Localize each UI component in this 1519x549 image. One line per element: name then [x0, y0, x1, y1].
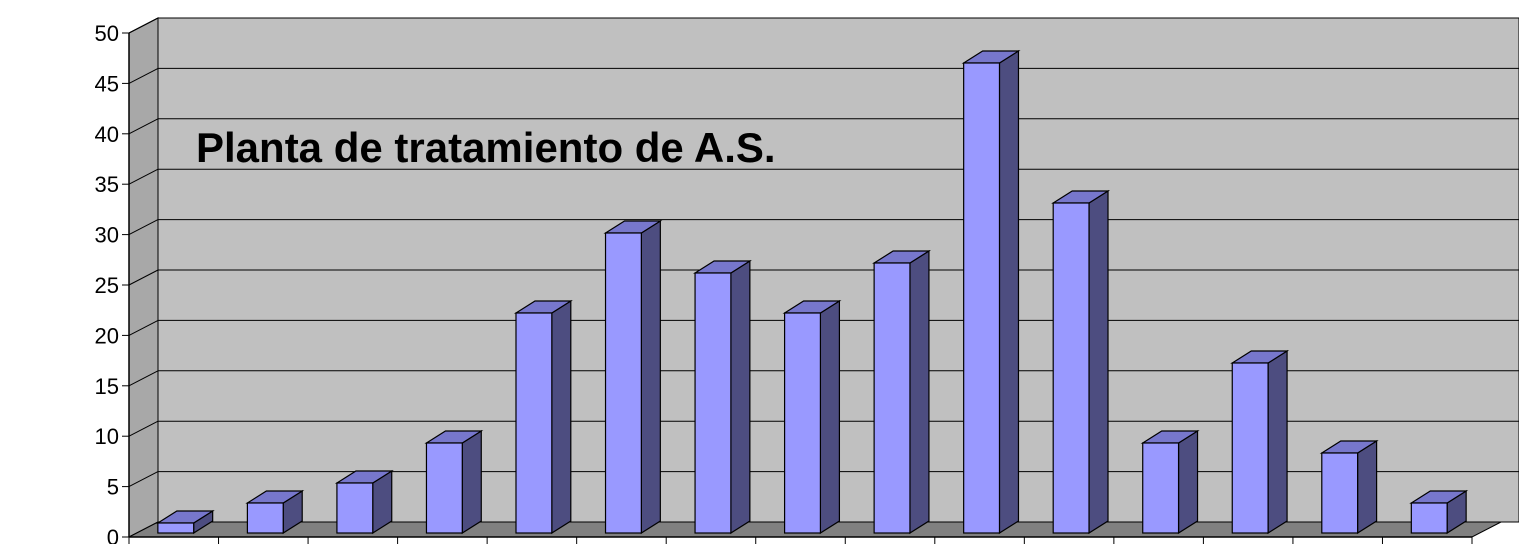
- bar-front: [336, 482, 374, 534]
- bar-side: [1088, 189, 1109, 535]
- bar-front: [1142, 442, 1180, 534]
- bar: [872, 249, 932, 535]
- bar-front: [873, 262, 911, 534]
- bar-front: [604, 232, 642, 534]
- gridline-side: [128, 370, 159, 387]
- y-tick-label: 50: [95, 21, 119, 46]
- gridline-side: [128, 168, 159, 185]
- bar-front: [1321, 452, 1359, 534]
- bar-front: [1231, 362, 1269, 534]
- y-tick-label: 20: [95, 323, 119, 348]
- bar-side: [909, 249, 930, 535]
- y-tick-label: 40: [95, 122, 119, 147]
- bar-side: [461, 429, 482, 535]
- y-tick-labels: 0 5 10 15 20 25 30 35 40 45 50: [95, 21, 119, 549]
- y-tick-label: 0: [107, 525, 119, 544]
- bar: [424, 429, 484, 535]
- bar-front: [1052, 202, 1090, 534]
- gridline-side: [128, 118, 159, 135]
- bar-front: [963, 62, 1001, 534]
- bar-side: [551, 299, 572, 535]
- bar: [1230, 349, 1290, 535]
- bar-side: [1357, 439, 1378, 535]
- bar-side: [730, 259, 751, 535]
- y-tick-label: 35: [95, 172, 119, 197]
- bar: [961, 49, 1021, 535]
- bars: [155, 49, 1469, 535]
- bar-side: [819, 299, 841, 535]
- gridline-side: [128, 471, 159, 488]
- bar-front: [425, 442, 463, 534]
- bar-front: [157, 522, 195, 534]
- chart-title: Planta de tratamiento de A.S.: [196, 124, 776, 171]
- gridline-side: [128, 269, 159, 286]
- gridline-side: [128, 219, 159, 236]
- bar: [782, 299, 842, 535]
- gridline-side: [128, 319, 159, 336]
- bar: [245, 489, 305, 535]
- gridline-side: [128, 67, 159, 84]
- bar-front: [1410, 502, 1448, 534]
- y-tick-label: 10: [95, 424, 119, 449]
- bar: [1319, 439, 1379, 535]
- bar-side: [998, 49, 1020, 535]
- bar-front: [783, 312, 822, 534]
- bar-side: [640, 219, 661, 535]
- bar-side: [1267, 349, 1288, 535]
- bar: [692, 259, 752, 535]
- bar: [1051, 189, 1111, 535]
- bar: [603, 219, 663, 535]
- bar: [334, 469, 394, 535]
- bar: [1140, 429, 1200, 535]
- y-tick-label: 15: [95, 374, 119, 399]
- gridline-side: [128, 17, 159, 34]
- gridline-side: [128, 420, 159, 437]
- y-tick-label: 30: [95, 223, 119, 248]
- bar-side: [1177, 429, 1199, 535]
- axes: [122, 32, 1473, 544]
- bar-front: [246, 502, 284, 534]
- y-tick-label: 5: [107, 475, 119, 500]
- y-tick-label: 45: [95, 71, 119, 96]
- y-tick-label: 25: [95, 273, 119, 298]
- bar: [155, 509, 215, 535]
- bar-front: [515, 312, 553, 534]
- bar: [1409, 489, 1469, 535]
- bar: [513, 299, 573, 535]
- bar-front: [694, 272, 732, 534]
